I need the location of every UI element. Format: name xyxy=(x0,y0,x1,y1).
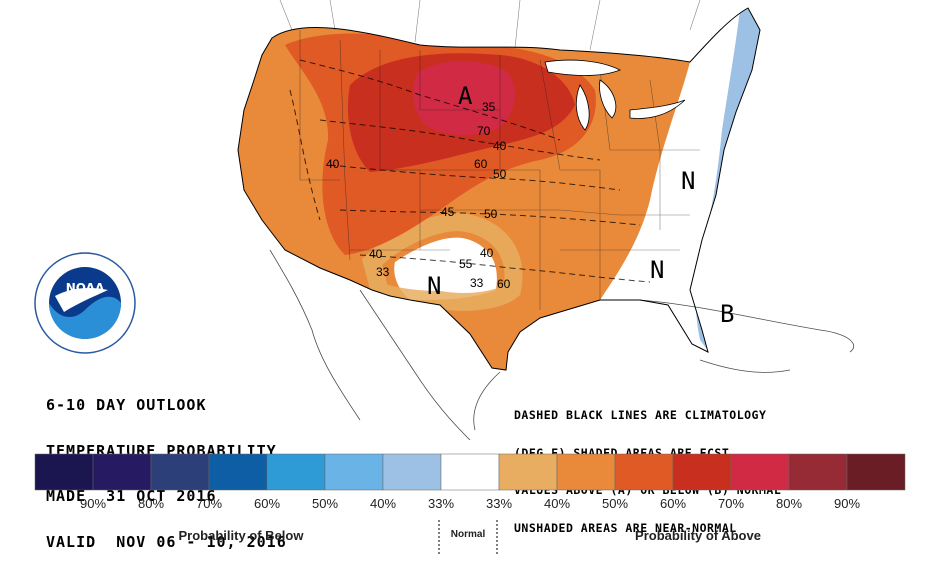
contour-label: 40 xyxy=(369,247,383,261)
legend-swatch xyxy=(788,453,848,491)
logo-text: NOAA xyxy=(66,281,105,295)
contour-label: 45 xyxy=(441,205,455,219)
contour-label: 50 xyxy=(493,167,507,181)
legend-percent-label: 70% xyxy=(196,496,222,511)
legend-swatch xyxy=(556,453,616,491)
legend-swatch xyxy=(382,453,442,491)
legend-percent-label: 50% xyxy=(602,496,628,511)
contour-label: 35 xyxy=(482,100,496,114)
legend-swatch xyxy=(730,453,790,491)
below-caption: Probability of Below xyxy=(179,528,305,543)
above-center-label: A xyxy=(458,82,473,110)
contour-label: 50 xyxy=(484,207,498,221)
title-line: 6-10 DAY OUTLOOK xyxy=(46,396,207,414)
legend-swatch xyxy=(614,453,674,491)
legend-percent-label: 40% xyxy=(370,496,396,511)
legend-swatch xyxy=(324,453,384,491)
normal-caption: Normal xyxy=(451,529,486,540)
legend-percent-label: 90% xyxy=(80,496,106,511)
legend-swatch xyxy=(34,453,94,491)
near-normal-south xyxy=(394,237,497,300)
contour-label: 60 xyxy=(474,157,488,171)
contour-label: 70 xyxy=(477,124,491,138)
contour-label: 55 xyxy=(459,257,473,271)
legend-swatch xyxy=(92,453,152,491)
legend-percent-label: 80% xyxy=(138,496,164,511)
legend-swatch xyxy=(440,453,500,491)
legend-percent-label: 60% xyxy=(660,496,686,511)
legend-percent-label: 60% xyxy=(254,496,280,511)
note-line: UNSHADED AREAS ARE NEAR-NORMAL xyxy=(514,520,737,535)
legend-percent-label: 80% xyxy=(776,496,802,511)
legend-swatch xyxy=(208,453,268,491)
legend-percent-label: 33% xyxy=(486,496,512,511)
legend-percent-label: 70% xyxy=(718,496,744,511)
legend-percent-label: 50% xyxy=(312,496,338,511)
above-caption: Probability of Above xyxy=(635,528,761,543)
legend-swatch xyxy=(846,453,906,491)
legend-percent-label: 33% xyxy=(428,496,454,511)
contour-label: 40 xyxy=(480,246,494,260)
legend-swatch xyxy=(672,453,732,491)
legend-swatch xyxy=(150,453,210,491)
normal-center-label: N xyxy=(681,167,695,195)
forecast-map: 35 70 40 60 50 40 45 50 40 55 33 60 33 4… xyxy=(34,0,855,440)
legend-swatch xyxy=(266,453,326,491)
below-center-label: B xyxy=(720,300,734,328)
legend-percent-label: 90% xyxy=(834,496,860,511)
title-line: MADE 31 OCT 2016 xyxy=(46,487,217,505)
probability-legend: 90% 80% 70% 60% 50% 40% 33% 33% 40% 50% 60% 70% 80% 9… xyxy=(34,453,906,555)
above-40-band xyxy=(361,212,523,311)
contour-label: 33 xyxy=(470,276,484,290)
contour-label: 60 xyxy=(497,277,511,291)
legend-percent-label: 40% xyxy=(544,496,570,511)
title-line: VALID NOV 06 - 10, 2016 xyxy=(46,532,287,551)
contour-label: 40 xyxy=(326,157,340,171)
note-line: DASHED BLACK LINES ARE CLIMATOLOGY xyxy=(514,408,767,422)
contour-label: 40 xyxy=(493,139,507,153)
contour-label: 33 xyxy=(376,265,390,279)
above-80-region xyxy=(413,61,516,136)
legend-swatch xyxy=(498,453,558,491)
noaa-logo: NOAA xyxy=(34,252,136,354)
normal-center-label: N xyxy=(427,272,441,300)
normal-center-label: N xyxy=(650,256,664,284)
